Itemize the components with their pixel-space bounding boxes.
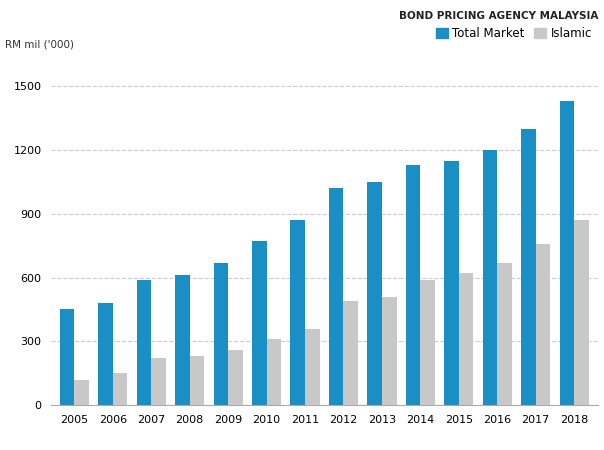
Bar [113,373,127,405]
Bar [98,303,113,405]
Bar [137,280,151,405]
Bar [329,189,344,405]
Bar [228,350,243,405]
Bar [420,280,435,405]
Bar [382,297,397,405]
Text: RM mil ('000): RM mil ('000) [5,40,74,50]
Bar [536,243,550,405]
Bar [559,101,574,405]
Bar [266,339,281,405]
Bar [444,161,459,405]
Bar [175,275,190,405]
Bar [151,358,166,405]
Bar [406,165,420,405]
Bar [574,220,589,405]
Bar [521,129,536,405]
Text: Size of the Malaysian bond market: Size of the Malaysian bond market [8,30,305,45]
Bar [291,220,305,405]
Bar [60,310,74,405]
Bar [190,356,204,405]
Bar [214,263,228,405]
Bar [459,273,474,405]
Bar [367,182,382,405]
Bar [305,328,320,405]
Legend: Total Market, Islamic: Total Market, Islamic [436,27,592,40]
Bar [483,150,497,405]
Bar [497,263,512,405]
Bar [74,379,89,405]
Bar [252,242,266,405]
Text: BOND PRICING AGENCY MALAYSIA: BOND PRICING AGENCY MALAYSIA [399,11,598,21]
Bar [344,301,358,405]
